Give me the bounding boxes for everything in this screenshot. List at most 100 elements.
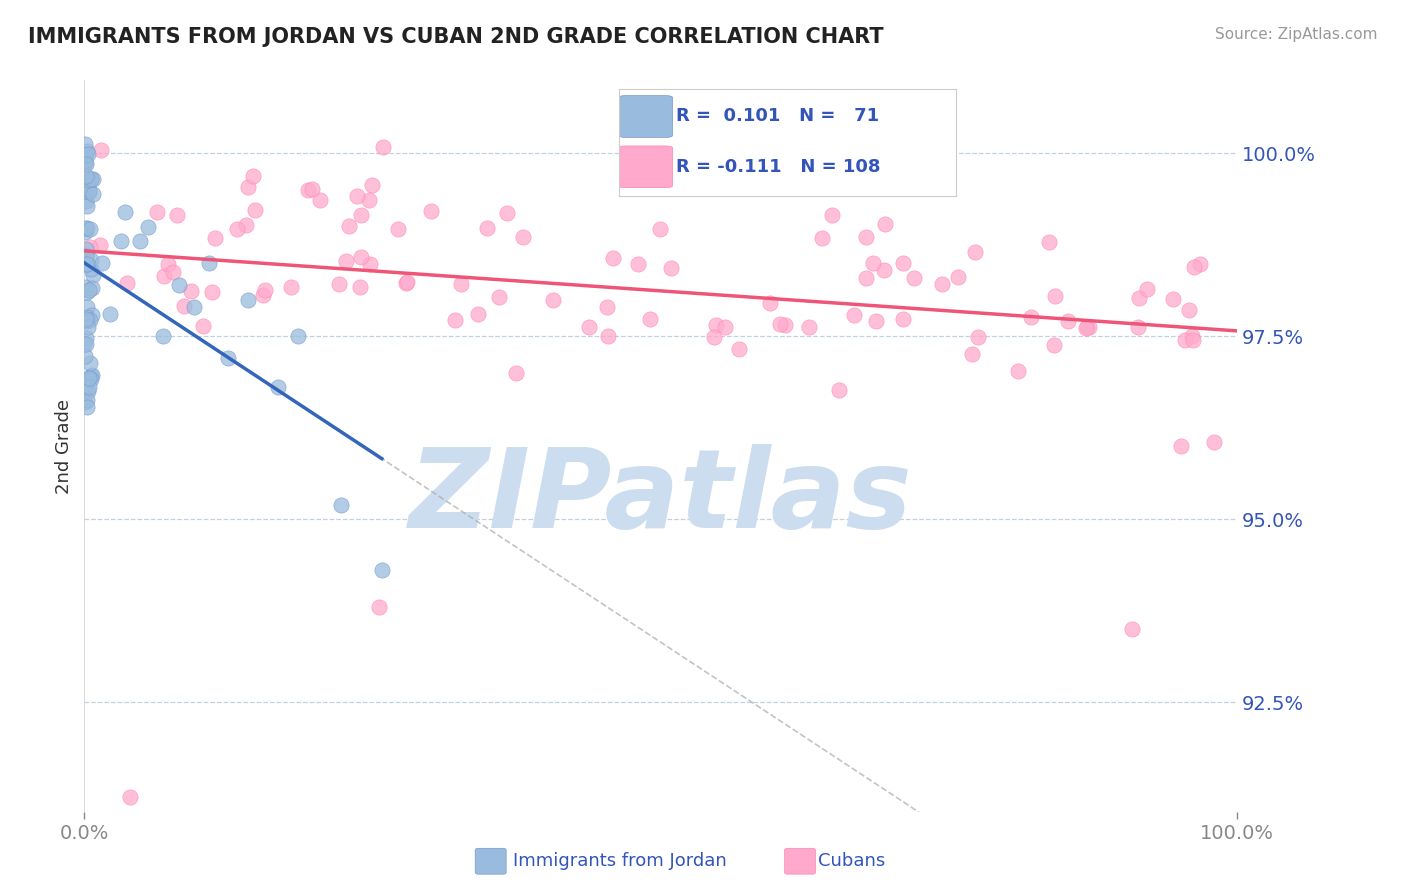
Point	[1136, 282, 1159, 296]
Text: ZIPatlas: ZIPatlas	[409, 443, 912, 550]
Point	[865, 314, 887, 328]
Point	[77, 380, 100, 394]
Point	[156, 257, 179, 271]
Point	[80, 308, 103, 322]
Point	[704, 318, 727, 333]
Point	[1038, 235, 1060, 249]
Point	[873, 263, 896, 277]
Point	[931, 277, 953, 292]
Point	[76, 310, 98, 324]
Point	[75, 153, 97, 168]
Point	[661, 260, 683, 275]
Point	[75, 331, 97, 345]
Point	[1182, 260, 1205, 275]
Point	[891, 255, 914, 269]
Point	[419, 203, 441, 218]
Point	[349, 280, 371, 294]
Point	[1045, 289, 1067, 303]
Point	[162, 265, 184, 279]
Point	[855, 230, 877, 244]
Point	[226, 222, 249, 236]
Point	[198, 256, 221, 270]
Point	[79, 356, 101, 370]
Point	[467, 307, 489, 321]
Text: R = -0.111   N = 108: R = -0.111 N = 108	[676, 159, 880, 177]
Point	[723, 129, 745, 144]
Point	[1077, 319, 1099, 334]
Point	[844, 308, 866, 322]
Point	[115, 276, 138, 290]
Point	[1163, 292, 1185, 306]
Point	[948, 269, 970, 284]
Point	[875, 217, 897, 231]
Point	[301, 182, 323, 196]
Point	[1076, 320, 1098, 334]
Point	[443, 313, 465, 327]
Point	[1189, 257, 1212, 271]
Point	[191, 318, 214, 333]
Point	[280, 279, 302, 293]
Point	[1178, 303, 1201, 318]
Point	[450, 277, 472, 292]
Point	[811, 231, 834, 245]
Point	[76, 173, 98, 187]
Point	[475, 220, 498, 235]
Point	[335, 253, 357, 268]
Point	[359, 194, 381, 208]
Point	[75, 137, 97, 152]
Point	[76, 314, 98, 328]
Point	[965, 244, 987, 259]
Point	[769, 318, 792, 332]
Point	[90, 256, 112, 270]
Point	[75, 169, 97, 183]
Point	[1182, 333, 1205, 347]
Point	[855, 271, 877, 285]
Point	[79, 312, 101, 326]
Point	[330, 498, 353, 512]
Point	[76, 182, 98, 196]
Point	[714, 320, 737, 334]
Point	[76, 257, 98, 271]
Point	[76, 300, 98, 314]
Point	[728, 342, 751, 356]
Point	[77, 384, 100, 399]
Point	[76, 311, 98, 326]
Point	[75, 257, 97, 271]
Point	[495, 205, 517, 219]
Point	[82, 268, 104, 282]
Point	[173, 299, 195, 313]
Point	[76, 199, 98, 213]
Point	[152, 329, 174, 343]
Point	[627, 257, 650, 271]
Point	[75, 156, 97, 170]
Point	[960, 346, 983, 360]
Point	[775, 318, 797, 332]
Point	[252, 287, 274, 301]
Point	[758, 296, 780, 310]
Text: Cubans: Cubans	[818, 852, 886, 871]
Point	[297, 183, 319, 197]
Point	[218, 351, 240, 366]
Point	[862, 256, 884, 270]
Point	[361, 178, 384, 192]
Point	[1074, 321, 1097, 335]
Point	[204, 231, 226, 245]
Point	[596, 300, 619, 314]
Point	[73, 395, 96, 409]
Point	[75, 149, 97, 163]
Point	[76, 401, 98, 415]
Point	[167, 278, 190, 293]
Point	[1170, 439, 1192, 453]
Point	[648, 221, 671, 235]
Point	[128, 234, 150, 248]
Point	[328, 277, 350, 291]
Text: R =  0.101   N =   71: R = 0.101 N = 71	[676, 107, 879, 125]
FancyBboxPatch shape	[619, 146, 672, 187]
Point	[76, 146, 98, 161]
Y-axis label: 2nd Grade: 2nd Grade	[55, 399, 73, 493]
Point	[703, 330, 725, 344]
Point	[77, 371, 100, 385]
Point	[75, 243, 97, 257]
Point	[153, 269, 176, 284]
Point	[245, 203, 267, 218]
